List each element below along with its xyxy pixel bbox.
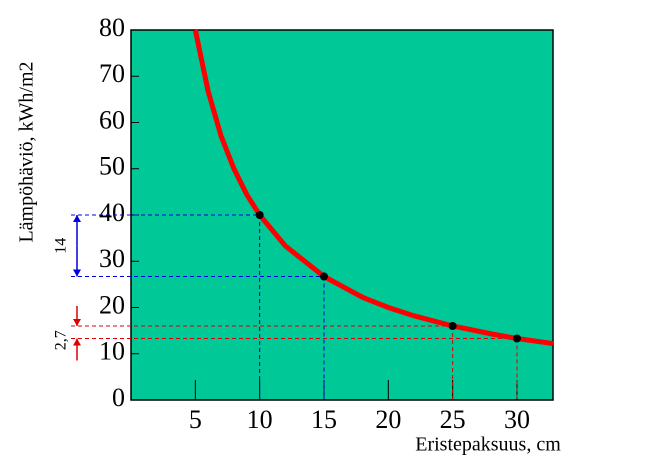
arrow-head [73, 269, 81, 277]
annotation: 2,7 [53, 330, 70, 350]
marker [255, 211, 264, 219]
annotation: 14 [53, 238, 70, 254]
y-tick-label: 50 [99, 152, 125, 181]
x-axis-label: Eristepaksuus, cm [415, 434, 561, 456]
arrow-head [73, 338, 81, 346]
plot-area [130, 29, 554, 401]
x-tick-label: 30 [504, 405, 530, 434]
arrow-head [73, 215, 81, 222]
marker [512, 334, 521, 343]
y-tick-label: 70 [99, 59, 125, 88]
y-tick-label: 80 [99, 13, 125, 42]
y-tick-label: 30 [99, 244, 125, 273]
x-tick-label: 5 [189, 405, 202, 434]
y-tick-label: 60 [99, 105, 125, 134]
x-tick-label: 10 [247, 405, 273, 434]
x-tick-label: 20 [375, 405, 401, 434]
y-tick-label: 20 [99, 290, 125, 319]
y-tick-label: 10 [99, 337, 125, 366]
marker [448, 322, 457, 330]
x-tick-label: 15 [311, 405, 337, 434]
marker [319, 272, 328, 281]
y-axis-label: Lämpöhäviö, kWh/m2 [16, 61, 38, 242]
y-tick-label: 0 [112, 383, 125, 412]
y-tick-label: 40 [99, 198, 125, 227]
arrow-head [73, 319, 81, 326]
x-tick-label: 25 [440, 405, 466, 434]
